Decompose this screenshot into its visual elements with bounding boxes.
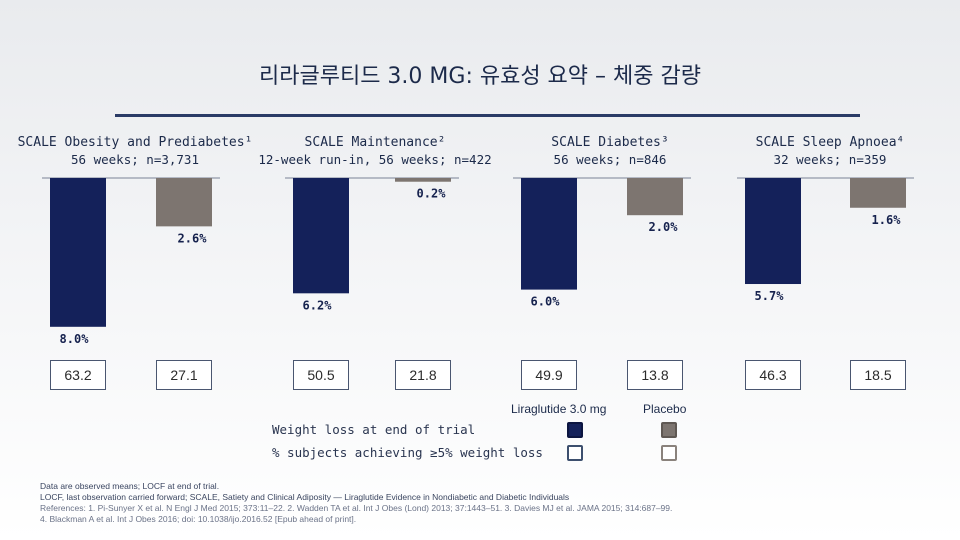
weight-loss-chart: 8.0% 6.2% 6.0% 5.7% 2.6% 0.2% 2.0% 1.6% — [42, 177, 914, 345]
study-detail-diabetes: 56 weeks; n=846 — [553, 152, 667, 167]
bar-obesity-liraglutide — [50, 178, 106, 327]
legend-row-responders: % subjects achieving ≥5% weight loss — [272, 445, 543, 460]
study-name-maintenance: SCALE Maintenance² — [304, 135, 446, 150]
responder-box-maintenance-placebo: 21.8 — [395, 360, 451, 390]
bar-sleep-apnoea-placebo — [850, 178, 906, 208]
bar-label-obesity-liraglutide: 8.0% — [60, 332, 90, 345]
responder-box-maintenance-liraglutide: 50.5 — [293, 360, 349, 390]
footnote-references-cont: 4. Blackman A et al. Int J Obes 2016; do… — [40, 514, 357, 524]
responder-box-obesity-liraglutide: 63.2 — [50, 360, 106, 390]
legend-row-weight-loss: Weight loss at end of trial — [272, 422, 476, 437]
bar-obesity-placebo — [156, 178, 212, 227]
legend-swatch-placebo-filled — [661, 422, 677, 438]
bar-label-sleep-apnoea-liraglutide: 5.7% — [755, 289, 785, 303]
study-name-obesity: SCALE Obesity and Prediabetes¹ — [17, 135, 253, 150]
bar-label-diabetes-liraglutide: 6.0% — [531, 295, 561, 309]
legend-swatch-placebo-outline — [661, 445, 677, 461]
legend-swatch-liraglutide-filled — [567, 422, 583, 438]
responder-box-diabetes-liraglutide: 49.9 — [521, 360, 577, 390]
study-detail-maintenance: 12-week run-in, 56 weeks; n=422 — [258, 152, 492, 167]
bar-sleep-apnoea-liraglutide — [745, 178, 801, 285]
bar-label-maintenance-liraglutide: 6.2% — [303, 298, 333, 312]
study-detail-obesity: 56 weeks; n=3,731 — [71, 152, 199, 167]
study-name-diabetes: SCALE Diabetes³ — [551, 135, 669, 150]
bar-label-obesity-placebo: 2.6% — [178, 231, 208, 245]
responder-box-diabetes-placebo: 13.8 — [627, 360, 683, 390]
legend-column-liraglutide: Liraglutide 3.0 mg — [511, 402, 607, 416]
bar-maintenance-placebo — [395, 178, 451, 182]
legend-column-placebo: Placebo — [643, 402, 687, 416]
footnote-abbreviations: LOCF, last observation carried forward; … — [40, 492, 570, 502]
legend-swatch-liraglutide-outline — [567, 445, 583, 461]
footnote-data-note: Data are observed means; LOCF at end of … — [40, 481, 220, 491]
bar-label-maintenance-placebo: 0.2% — [417, 187, 447, 201]
responder-box-sleep-apnoea-liraglutide: 46.3 — [745, 360, 801, 390]
bar-diabetes-placebo — [627, 178, 683, 216]
slide-title: 리라글루티드 3.0 MG: 유효성 요약 – 체중 감량 — [259, 64, 701, 89]
study-name-sleep-apnoea: SCALE Sleep Apnoea⁴ — [755, 135, 905, 150]
study-detail-sleep-apnoea: 32 weeks; n=359 — [773, 152, 887, 167]
bar-label-sleep-apnoea-placebo: 1.6% — [872, 213, 902, 227]
footnote-references: References: 1. Pi-Sunyer X et al. N Engl… — [40, 503, 673, 513]
bar-label-diabetes-placebo: 2.0% — [649, 220, 679, 234]
title-divider — [115, 114, 860, 117]
responder-box-obesity-placebo: 27.1 — [156, 360, 212, 390]
bar-maintenance-liraglutide — [293, 178, 349, 294]
bar-diabetes-liraglutide — [521, 178, 577, 290]
responder-box-sleep-apnoea-placebo: 18.5 — [850, 360, 906, 390]
